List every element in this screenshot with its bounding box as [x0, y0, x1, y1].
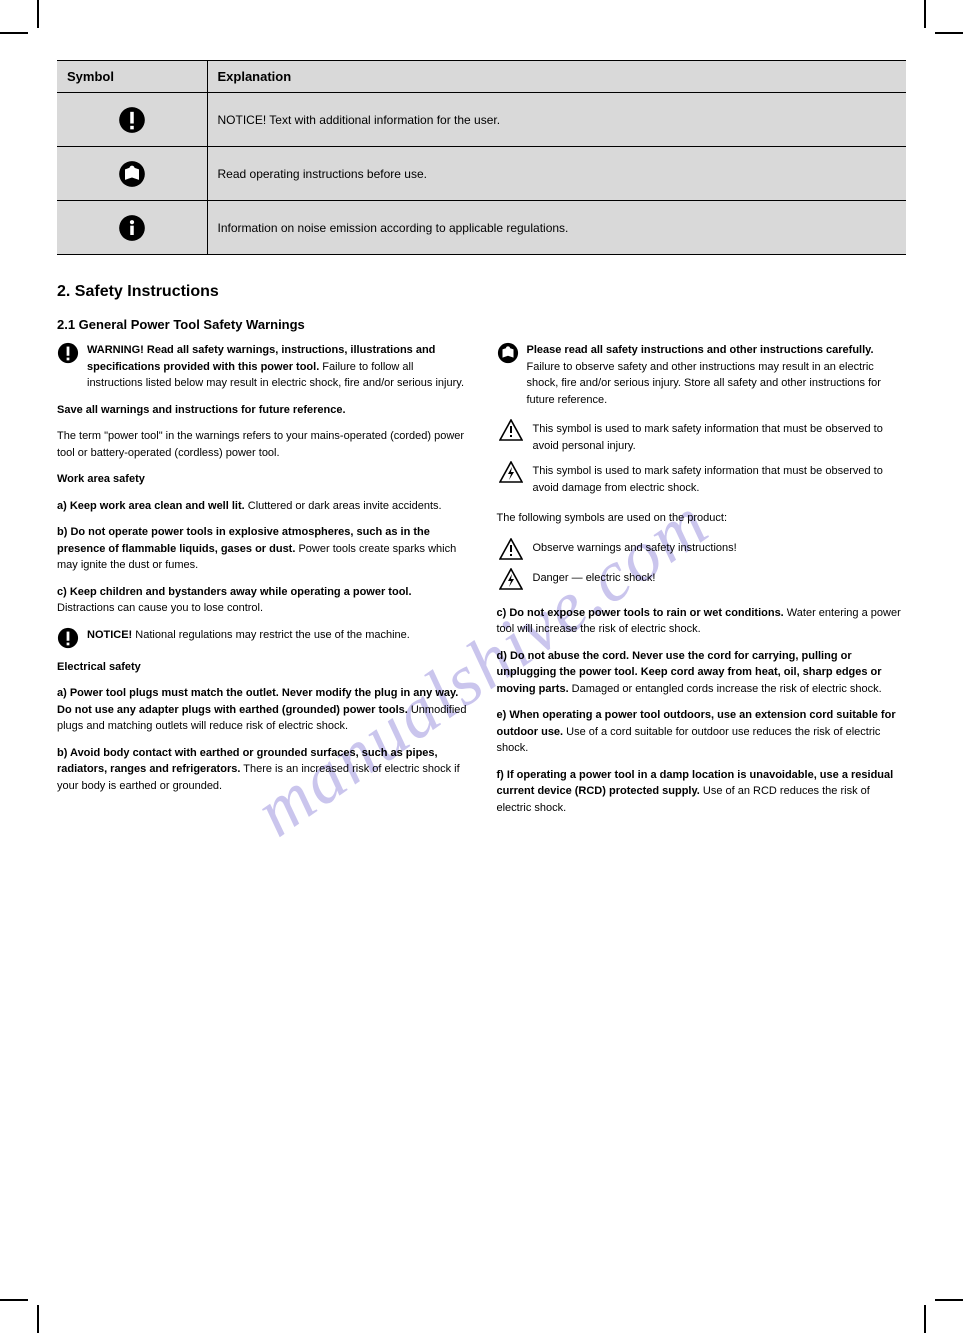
list-item: c) Do not expose power tools to rain or … — [497, 605, 907, 638]
table-cell-desc: NOTICE! Text with additional information… — [207, 93, 906, 147]
bold-text: Work area safety — [57, 473, 145, 485]
bold-text: Electrical safety — [57, 661, 141, 673]
bold-text: c) Keep children and bystanders away whi… — [57, 586, 412, 598]
body-text: Distractions can cause you to lose contr… — [57, 602, 263, 614]
list-item: d) Do not abuse the cord. Never use the … — [497, 648, 907, 698]
info-icon — [57, 201, 207, 255]
two-column-layout: WARNING! Read all safety warnings, instr… — [57, 342, 906, 826]
body-text: Cluttered or dark areas invite accidents… — [245, 500, 442, 512]
crop-mark — [37, 1305, 39, 1333]
warning-triangle-icon — [497, 418, 525, 442]
list-item: a) Keep work area clean and well lit. Cl… — [57, 498, 467, 515]
body-text: National regulations may restrict the us… — [135, 629, 410, 641]
notice-icon — [57, 342, 79, 364]
icon-description: This symbol is used to mark safety infor… — [533, 418, 907, 454]
table-row: NOTICE! Text with additional information… — [57, 93, 906, 147]
symbols-table: Symbol Explanation NOTICE! Text with add… — [57, 60, 906, 255]
icon-description: This symbol is used to mark safety infor… — [533, 460, 907, 496]
page-content: Symbol Explanation NOTICE! Text with add… — [57, 60, 906, 826]
paragraph-text: NOTICE! National regulations may restric… — [87, 627, 467, 644]
table-header-explanation: Explanation — [207, 61, 906, 93]
table-header-symbol: Symbol — [57, 61, 207, 93]
crop-mark — [37, 0, 39, 28]
bold-text: c) Do not expose power tools to rain or … — [497, 607, 784, 619]
bold-text: Save all warnings and instructions for f… — [57, 404, 346, 416]
bold-text: NOTICE! — [87, 629, 132, 641]
paragraph: The term "power tool" in the warnings re… — [57, 428, 467, 461]
table-cell-desc: Information on noise emission according … — [207, 201, 906, 255]
bold-text: Please read all safety instructions and … — [527, 344, 874, 356]
body-text: Failure to observe safety and other inst… — [527, 361, 881, 406]
warning-paragraph: WARNING! Read all safety warnings, instr… — [57, 342, 467, 392]
read-manual-icon — [497, 342, 519, 364]
crop-mark — [935, 1299, 963, 1301]
table-row: Information on noise emission according … — [57, 201, 906, 255]
subsection-title: 2.1 General Power Tool Safety Warnings — [57, 317, 906, 332]
section-title: 2. Safety Instructions — [57, 283, 906, 301]
paragraph: Save all warnings and instructions for f… — [57, 402, 467, 419]
list-item: b) Avoid body contact with earthed or gr… — [57, 745, 467, 795]
crop-mark — [924, 0, 926, 28]
icon-row: Danger — electric shock! — [497, 567, 907, 591]
crop-mark — [924, 1305, 926, 1333]
shock-triangle-icon — [497, 460, 525, 484]
body-text: Damaged or entangled cords increase the … — [569, 683, 882, 695]
left-column: WARNING! Read all safety warnings, instr… — [57, 342, 467, 826]
bold-text: a) Keep work area clean and well lit. — [57, 500, 245, 512]
read-manual-paragraph: Please read all safety instructions and … — [497, 342, 907, 408]
electrical-safety-title: Electrical safety — [57, 659, 467, 676]
notice-icon — [57, 93, 207, 147]
list-item: a) Power tool plugs must match the outle… — [57, 685, 467, 735]
crop-mark — [0, 1299, 28, 1301]
notice-icon — [57, 627, 79, 649]
paragraph: The following symbols are used on the pr… — [497, 510, 907, 527]
table-cell-desc: Read operating instructions before use. — [207, 147, 906, 201]
list-item: e) When operating a power tool outdoors,… — [497, 707, 907, 757]
list-item: f) If operating a power tool in a damp l… — [497, 767, 907, 817]
shock-triangle-icon — [497, 567, 525, 591]
icon-row: This symbol is used to mark safety infor… — [497, 418, 907, 454]
notice-paragraph: NOTICE! National regulations may restric… — [57, 627, 467, 649]
icon-row: This symbol is used to mark safety infor… — [497, 460, 907, 496]
read-manual-icon — [57, 147, 207, 201]
crop-mark — [0, 32, 28, 34]
list-item: c) Keep children and bystanders away whi… — [57, 584, 467, 617]
warning-triangle-icon — [497, 537, 525, 561]
icon-row: Observe warnings and safety instructions… — [497, 537, 907, 561]
bold-text: a) Power tool plugs must match the outle… — [57, 687, 458, 716]
right-column: Please read all safety instructions and … — [497, 342, 907, 826]
table-row: Read operating instructions before use. — [57, 147, 906, 201]
paragraph-text: WARNING! Read all safety warnings, instr… — [87, 342, 467, 392]
icon-description: Danger — electric shock! — [533, 567, 907, 587]
crop-mark — [935, 32, 963, 34]
paragraph-text: Please read all safety instructions and … — [527, 342, 907, 408]
work-area-title: Work area safety — [57, 471, 467, 488]
icon-description: Observe warnings and safety instructions… — [533, 537, 907, 557]
list-item: b) Do not operate power tools in explosi… — [57, 524, 467, 574]
